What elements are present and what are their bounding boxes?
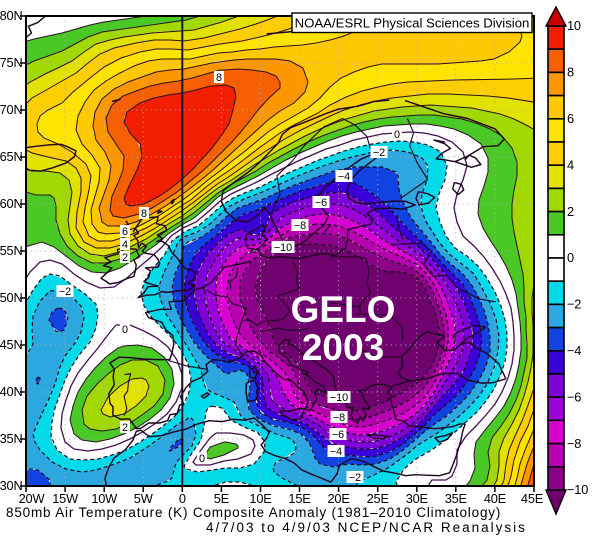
svg-text:2: 2: [122, 422, 128, 434]
svg-text:70N: 70N: [0, 102, 23, 117]
svg-text:65N: 65N: [0, 149, 23, 164]
svg-text:−6: −6: [332, 429, 344, 441]
svg-text:80N: 80N: [0, 8, 23, 23]
svg-text:75N: 75N: [0, 55, 23, 70]
svg-text:5E: 5E: [214, 491, 229, 506]
svg-text:35N: 35N: [0, 431, 23, 446]
svg-text:6: 6: [122, 226, 128, 238]
svg-text:−6: −6: [315, 197, 327, 209]
svg-text:−10: −10: [567, 482, 588, 497]
svg-text:−6: −6: [567, 389, 581, 404]
svg-text:−10: −10: [274, 242, 292, 254]
svg-text:20E: 20E: [328, 491, 350, 506]
svg-text:8: 8: [567, 65, 574, 80]
svg-text:0: 0: [122, 324, 128, 336]
svg-text:10W: 10W: [91, 491, 118, 506]
svg-text:0: 0: [567, 250, 574, 265]
svg-text:−8: −8: [294, 220, 306, 232]
svg-text:−2: −2: [349, 472, 361, 484]
svg-text:25E: 25E: [367, 491, 389, 506]
svg-text:10: 10: [567, 18, 581, 33]
svg-text:0: 0: [179, 491, 186, 506]
svg-text:40E: 40E: [484, 491, 506, 506]
svg-text:8: 8: [216, 72, 222, 84]
svg-text:30E: 30E: [406, 491, 428, 506]
svg-text:−2: −2: [567, 297, 581, 312]
svg-text:4/7/03 to 4/9/03 NCEP/NCAR Re: 4/7/03 to 4/9/03 NCEP/NCAR Reanalysis: [206, 520, 527, 535]
svg-text:−2: −2: [373, 147, 385, 159]
svg-text:GELO: GELO: [291, 289, 396, 330]
svg-text:60N: 60N: [0, 196, 23, 211]
svg-text:35E: 35E: [445, 491, 467, 506]
svg-text:15E: 15E: [288, 491, 310, 506]
svg-text:0: 0: [199, 453, 205, 465]
svg-text:4: 4: [122, 239, 128, 251]
svg-text:45N: 45N: [0, 337, 23, 352]
svg-text:55N: 55N: [0, 243, 23, 258]
svg-text:−2: −2: [59, 286, 71, 298]
svg-text:0: 0: [394, 129, 400, 141]
svg-text:NOAA/ESRL Physical Sciences Di: NOAA/ESRL Physical Sciences Division: [295, 16, 530, 31]
svg-text:−4: −4: [567, 343, 581, 358]
svg-text:6: 6: [567, 111, 574, 126]
svg-text:−4: −4: [338, 171, 350, 183]
svg-text:2: 2: [567, 204, 574, 219]
svg-text:−10: −10: [330, 392, 348, 404]
svg-text:50N: 50N: [0, 290, 23, 305]
svg-text:8: 8: [141, 208, 147, 220]
svg-text:20W: 20W: [19, 491, 46, 506]
svg-text:45E: 45E: [521, 491, 543, 506]
svg-text:5W: 5W: [134, 491, 154, 506]
svg-text:4: 4: [567, 157, 574, 172]
svg-text:15W: 15W: [52, 491, 79, 506]
svg-text:−4: −4: [330, 446, 342, 458]
svg-text:10E: 10E: [249, 491, 271, 506]
svg-text:2: 2: [122, 252, 128, 264]
svg-text:40N: 40N: [0, 384, 23, 399]
svg-text:850mb Air Temperature (K) Comp: 850mb Air Temperature (K) Composite Anom…: [6, 505, 501, 520]
svg-text:30N: 30N: [0, 478, 23, 493]
svg-text:−8: −8: [567, 436, 581, 451]
svg-text:2003: 2003: [302, 327, 384, 368]
svg-text:−8: −8: [333, 412, 345, 424]
